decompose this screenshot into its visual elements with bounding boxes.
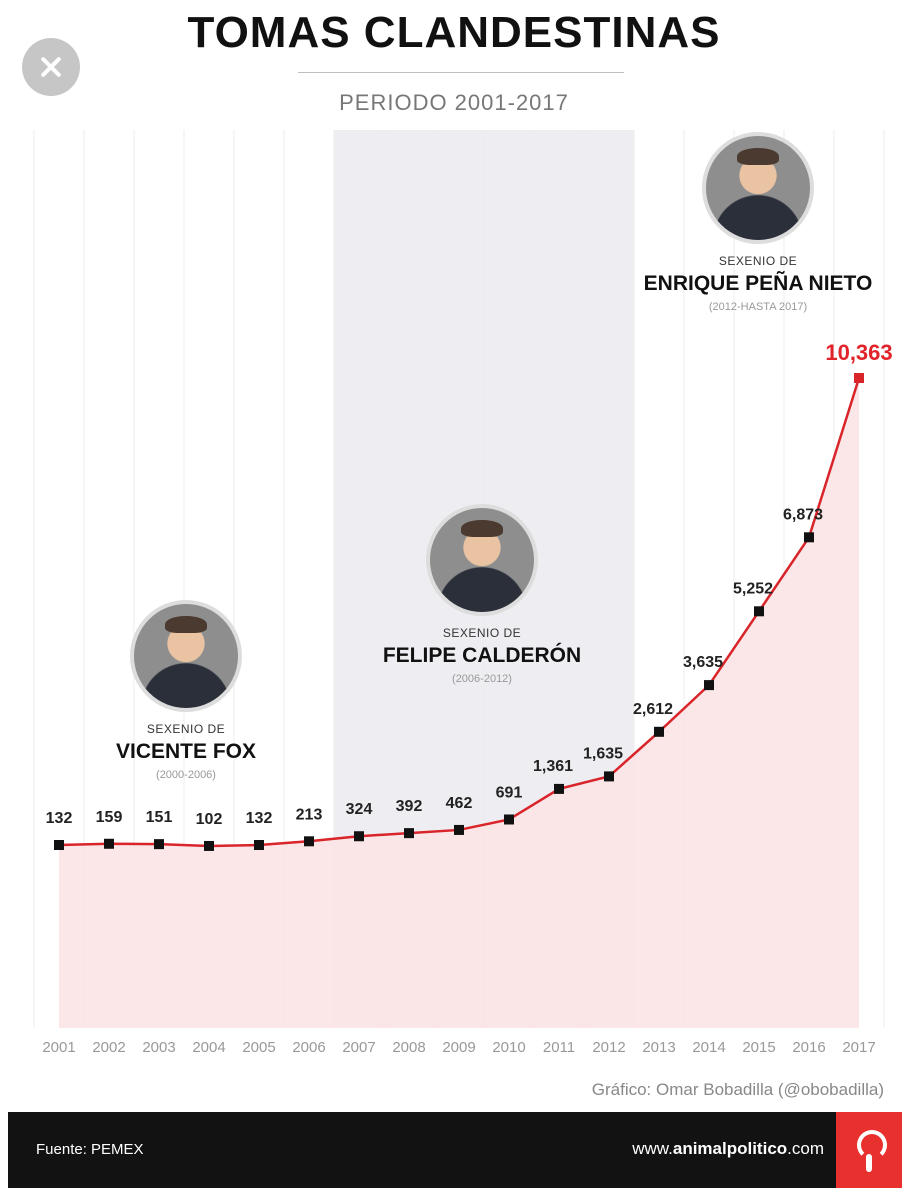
chart-title: TOMAS CLANDESTINAS <box>187 8 721 57</box>
data-point-2008 <box>404 828 414 839</box>
x-tick-2008: 2008 <box>392 1039 425 1056</box>
data-point-2007 <box>354 831 364 842</box>
x-tick-2012: 2012 <box>592 1039 625 1056</box>
x-tick-2003: 2003 <box>142 1039 175 1056</box>
x-tick-2005: 2005 <box>242 1039 275 1056</box>
data-point-2005 <box>254 840 264 850</box>
footer-bar: Fuente: PEMEX www.animalpolitico.com <box>8 1112 902 1188</box>
value-label-2001: 132 <box>46 810 73 827</box>
value-label-2014: 3,635 <box>683 654 723 671</box>
calderon-period: (2006-2012) <box>452 673 512 685</box>
president-pena-nieto: SEXENIO DE ENRIQUE PEÑA NIETO (2012-HAST… <box>628 132 888 313</box>
site-suffix: .com <box>787 1139 824 1158</box>
data-point-2014 <box>704 680 714 691</box>
x-tick-2017: 2017 <box>842 1039 875 1056</box>
footer-source: Fuente: PEMEX <box>36 1141 144 1158</box>
data-point-2015 <box>754 606 764 617</box>
x-tick-2001: 2001 <box>42 1039 75 1056</box>
x-tick-2016: 2016 <box>792 1039 825 1056</box>
value-label-2015: 5,252 <box>733 580 773 597</box>
data-point-2011 <box>554 783 564 794</box>
x-tick-2014: 2014 <box>692 1039 725 1056</box>
fox-name: VICENTE FOX <box>115 740 257 763</box>
value-label-2004: 102 <box>196 811 223 828</box>
value-label-2008: 392 <box>396 798 423 815</box>
footer-site-link[interactable]: www.animalpolitico.com <box>632 1139 824 1159</box>
data-point-2004 <box>204 840 214 851</box>
president-fox: SEXENIO DE VICENTE FOX (2000-2006) <box>56 600 316 781</box>
data-point-2016 <box>804 532 814 543</box>
x-tick-2004: 2004 <box>192 1039 225 1056</box>
data-point-2003 <box>154 839 164 850</box>
pena-nieto-photo <box>702 132 814 244</box>
site-brand: animalpolitico <box>672 1139 788 1158</box>
value-label-2003: 151 <box>146 809 173 826</box>
value-label-2006: 213 <box>296 806 323 823</box>
x-tick-2013: 2013 <box>642 1039 675 1056</box>
close-icon[interactable] <box>22 38 80 96</box>
value-label-2013: 2,612 <box>633 701 673 718</box>
animal-politico-logo-icon[interactable] <box>836 1112 902 1188</box>
calderon-kicker: SEXENIO DE <box>442 626 522 640</box>
data-point-2009 <box>454 824 464 835</box>
value-label-2005: 132 <box>246 810 273 827</box>
data-point-2013 <box>654 726 664 737</box>
value-label-2009: 462 <box>446 795 473 812</box>
value-label-2012: 1,635 <box>583 745 623 762</box>
fox-kicker: SEXENIO DE <box>146 722 226 736</box>
fox-photo <box>130 600 242 712</box>
data-point-2002 <box>104 838 114 849</box>
calderon-photo <box>426 504 538 616</box>
president-calderon: SEXENIO DE FELIPE CALDERÓN (2006-2012) <box>352 504 612 685</box>
series-area <box>59 378 859 1028</box>
data-point-2012 <box>604 771 614 782</box>
value-label-2010: 691 <box>496 784 523 801</box>
value-label-2011: 1,361 <box>533 758 573 775</box>
calderon-name: FELIPE CALDERÓN <box>382 644 582 667</box>
x-tick-2006: 2006 <box>292 1039 325 1056</box>
value-label-2017: 10,363 <box>825 340 892 365</box>
data-point-2001 <box>54 840 64 850</box>
title-divider <box>298 72 624 73</box>
x-tick-2009: 2009 <box>442 1039 475 1056</box>
value-label-2016: 6,873 <box>783 506 823 523</box>
site-prefix: www. <box>632 1139 673 1158</box>
x-tick-2011: 2011 <box>543 1039 575 1056</box>
fox-period: (2000-2006) <box>156 769 216 781</box>
chart-subtitle: PERIODO 2001-2017 <box>339 90 569 115</box>
data-point-2017 <box>854 373 864 383</box>
value-label-2002: 159 <box>96 809 123 826</box>
data-point-2010 <box>504 814 514 825</box>
chart-credit: Gráfico: Omar Bobadilla (@obobadilla) <box>591 1080 884 1099</box>
x-tick-2007: 2007 <box>342 1039 375 1056</box>
x-tick-2015: 2015 <box>742 1039 775 1056</box>
x-tick-2002: 2002 <box>92 1039 125 1056</box>
value-label-2007: 324 <box>346 801 373 818</box>
data-point-2006 <box>304 836 314 847</box>
pena-nieto-kicker: SEXENIO DE <box>718 254 798 268</box>
x-tick-2010: 2010 <box>492 1039 525 1056</box>
pena-nieto-name: ENRIQUE PEÑA NIETO <box>643 272 873 295</box>
pena-nieto-period: (2012-HASTA 2017) <box>708 301 808 313</box>
